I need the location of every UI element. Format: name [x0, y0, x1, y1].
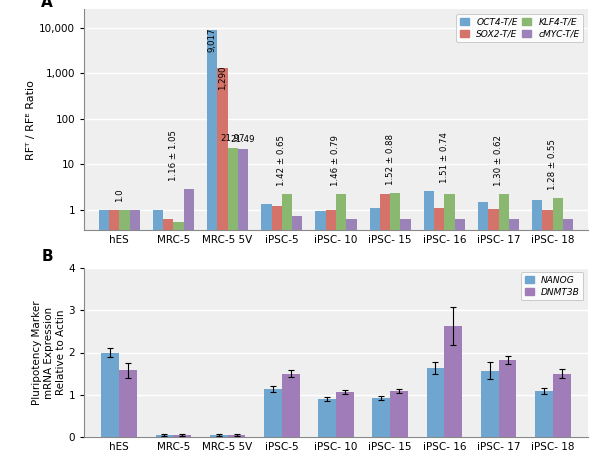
Bar — [326, 210, 336, 470]
Bar — [370, 208, 380, 470]
Bar — [155, 435, 173, 437]
Bar — [400, 219, 411, 470]
Bar — [455, 219, 465, 470]
Text: 1.42 ± 0.65: 1.42 ± 0.65 — [277, 135, 286, 186]
Y-axis label: Pluripotency Marker
mRNA Expression
Relative to Actin: Pluripotency Marker mRNA Expression Rela… — [32, 300, 65, 405]
Bar — [424, 191, 434, 470]
Bar — [481, 371, 499, 437]
Bar — [499, 194, 509, 470]
Bar — [336, 392, 354, 437]
Text: B: B — [41, 249, 53, 264]
Bar — [173, 435, 191, 437]
Bar — [292, 216, 302, 470]
Text: A: A — [41, 0, 53, 10]
Bar — [532, 200, 542, 470]
Bar — [217, 68, 227, 470]
Text: 1.52 ± 0.88: 1.52 ± 0.88 — [386, 134, 395, 185]
Legend: NANOG, DNMT3B: NANOG, DNMT3B — [521, 273, 583, 300]
Bar — [119, 210, 130, 470]
Text: 1.30 ± 0.62: 1.30 ± 0.62 — [494, 135, 503, 186]
Bar — [119, 370, 137, 437]
Bar — [101, 352, 119, 437]
Bar — [238, 149, 248, 470]
Bar — [535, 391, 553, 437]
Bar — [390, 391, 408, 437]
Bar — [210, 435, 227, 437]
Bar — [282, 374, 299, 437]
Text: 1,290: 1,290 — [218, 66, 227, 90]
Bar — [130, 210, 140, 470]
Bar — [478, 202, 488, 470]
Text: 21.97: 21.97 — [221, 134, 245, 143]
Bar — [336, 194, 346, 470]
Bar — [318, 399, 336, 437]
Bar — [272, 206, 282, 470]
Bar — [373, 398, 390, 437]
Bar — [109, 210, 119, 470]
Bar — [282, 194, 292, 470]
Bar — [346, 219, 356, 470]
Bar — [264, 389, 282, 437]
Bar — [445, 194, 455, 470]
Text: 1.51 ± 0.74: 1.51 ± 0.74 — [440, 133, 449, 183]
Bar — [153, 210, 163, 470]
Legend: OCT4-T/E, SOX2-T/E, KLF4-T/E, cMYC-T/E: OCT4-T/E, SOX2-T/E, KLF4-T/E, cMYC-T/E — [457, 14, 583, 42]
Bar — [445, 326, 462, 437]
Bar — [261, 204, 272, 470]
Text: 1.0: 1.0 — [115, 188, 124, 202]
Bar — [499, 360, 517, 437]
Bar — [98, 210, 109, 470]
Text: 9,017: 9,017 — [208, 27, 217, 52]
Bar — [542, 210, 553, 470]
Text: 1.16 ± 1.05: 1.16 ± 1.05 — [169, 130, 178, 181]
Text: 1.28 ± 0.55: 1.28 ± 0.55 — [548, 139, 557, 190]
Bar — [553, 374, 571, 437]
Bar — [316, 211, 326, 470]
Bar — [427, 368, 445, 437]
Y-axis label: RFᵀ / RFᴱ Ratio: RFᵀ / RFᴱ Ratio — [26, 80, 36, 160]
Bar — [173, 222, 184, 470]
Bar — [434, 208, 445, 470]
Bar — [184, 189, 194, 470]
Text: 21.49: 21.49 — [231, 135, 256, 144]
Bar — [563, 219, 574, 470]
Bar — [488, 209, 499, 470]
Bar — [227, 435, 245, 437]
Bar — [380, 194, 390, 470]
Bar — [509, 219, 519, 470]
Bar — [227, 149, 238, 470]
Bar — [553, 198, 563, 470]
Bar — [163, 219, 173, 470]
Bar — [207, 30, 217, 470]
Bar — [390, 193, 400, 470]
Text: 1.46 ± 0.79: 1.46 ± 0.79 — [331, 135, 341, 186]
